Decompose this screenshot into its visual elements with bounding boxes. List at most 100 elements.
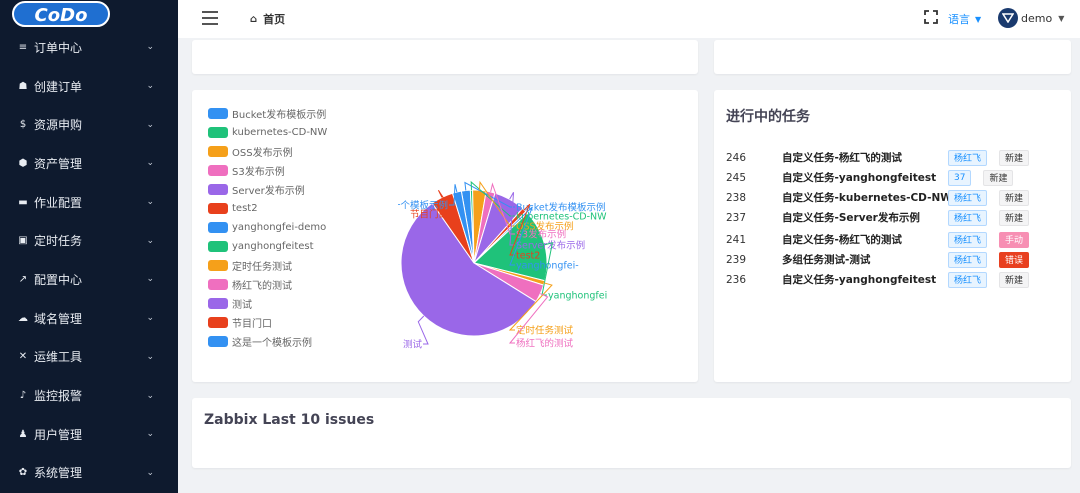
- bell-icon: ♪: [19, 390, 27, 402]
- cloud-icon: ☁: [18, 312, 28, 324]
- legend-item[interactable]: 节目门口: [208, 313, 327, 332]
- task-row[interactable]: 241 自定义任务-杨红飞的测试 杨红飞 手动: [726, 230, 1030, 249]
- pie-slice-label: 这是一个模板示例: [398, 200, 448, 212]
- legend-item[interactable]: 定时任务测试: [208, 256, 327, 275]
- task-status-badge: 新建: [999, 149, 1030, 166]
- legend-swatch: [208, 241, 228, 252]
- briefcase-icon: ▬: [18, 196, 28, 208]
- task-name[interactable]: 自定义任务-kubernetes-CD-NW: [782, 192, 948, 204]
- sidebar-item[interactable]: ☁ 域名管理 ⌄: [0, 299, 178, 338]
- legend-swatch: [208, 317, 228, 328]
- sidebar-item[interactable]: ↗ 配置中心 ⌄: [0, 260, 178, 299]
- box-icon: ⬢: [18, 157, 28, 169]
- chevron-down-icon: ⌄: [146, 119, 154, 130]
- task-name[interactable]: 自定义任务-Server发布示例: [782, 212, 920, 224]
- calendar-icon: ▣: [18, 235, 28, 247]
- pie-label-line: [449, 184, 458, 206]
- task-row[interactable]: 239 多组任务测试-测试 杨红飞 错误: [726, 250, 1030, 269]
- avatar: [998, 8, 1018, 28]
- codo-logo[interactable]: CoDo: [12, 0, 110, 28]
- legend-item[interactable]: Bucket发布模板示例: [208, 104, 327, 123]
- sidebar-item[interactable]: $ 资源申购 ⌄: [0, 105, 178, 144]
- legend-item[interactable]: yanghongfeitest: [208, 237, 327, 256]
- task-owner-tag: 杨红飞: [948, 231, 988, 248]
- legend-swatch: [208, 298, 228, 309]
- task-id: 236: [726, 273, 747, 286]
- sidebar-menu: ≡ 订单中心 ⌄ ☗ 创建订单 ⌄ $ 资源申购 ⌄ ⬢ 资产管理 ⌄ ▬ 作业配置 ⌄ ▣ 定时任务 ⌄ ↗ 配置中…: [0, 28, 178, 492]
- caret-down-icon: ▼: [1058, 13, 1065, 23]
- task-status-badge: 新建: [999, 209, 1030, 226]
- sidebar-item[interactable]: ✕ 运维工具 ⌄: [0, 338, 178, 377]
- chevron-down-icon: ⌄: [146, 390, 154, 401]
- gear-icon: ✿: [18, 467, 28, 479]
- task-id: 246: [726, 151, 747, 164]
- sidebar-item[interactable]: ☗ 创建订单 ⌄: [0, 67, 178, 106]
- pie-slice-label: 节目门口: [410, 209, 448, 221]
- legend-label: yanghongfei-demo: [232, 222, 327, 233]
- task-status-badge: 手动: [999, 231, 1030, 248]
- pie-label-line: [478, 180, 515, 227]
- sidebar-item[interactable]: ▬ 作业配置 ⌄: [0, 183, 178, 222]
- sidebar-item-label: 运维工具: [34, 350, 83, 365]
- sidebar-item[interactable]: ⬢ 资产管理 ⌄: [0, 144, 178, 183]
- legend-item[interactable]: yanghongfei-demo: [208, 218, 327, 237]
- task-status-badge: 新建: [999, 189, 1030, 206]
- legend-item[interactable]: 测试: [208, 294, 327, 313]
- task-name[interactable]: 自定义任务-杨红飞的测试: [782, 234, 902, 246]
- task-row[interactable]: 237 自定义任务-Server发布示例 杨红飞 新建: [726, 208, 1030, 227]
- legend-item[interactable]: test2: [208, 199, 327, 218]
- legend-swatch: [208, 165, 228, 176]
- zabbix-title: Zabbix Last 10 issues: [204, 412, 375, 428]
- fullscreen-icon[interactable]: [924, 9, 938, 24]
- legend-label: 节目门口: [232, 319, 272, 330]
- sidebar-item-label: 创建订单: [34, 79, 83, 94]
- task-id: 239: [726, 253, 747, 266]
- legend-swatch: [208, 127, 228, 138]
- pie-label-line: [509, 206, 533, 266]
- sidebar-item[interactable]: ▣ 定时任务 ⌄: [0, 221, 178, 260]
- task-row[interactable]: 236 自定义任务-yanghongfeitest 杨红飞 新建: [726, 270, 1030, 289]
- pie-slice-label: yanghongfei: [548, 291, 607, 302]
- breadcrumb-home[interactable]: 首页: [263, 13, 286, 26]
- task-name[interactable]: 自定义任务-杨红飞的测试: [782, 152, 902, 164]
- task-row[interactable]: 246 自定义任务-杨红飞的测试 杨红飞 新建: [726, 148, 1030, 167]
- chevron-down-icon: ⌄: [146, 274, 154, 285]
- cart-icon: ☗: [18, 80, 28, 92]
- chevron-down-icon: ⌄: [146, 197, 154, 208]
- task-name[interactable]: 自定义任务-yanghongfeitest: [782, 274, 937, 286]
- task-row[interactable]: 238 自定义任务-kubernetes-CD-NW 杨红飞 新建: [726, 188, 1030, 207]
- legend-item[interactable]: 杨红飞的测试: [208, 275, 327, 294]
- legend-label: OSS发布示例: [232, 148, 293, 159]
- pie-slice[interactable]: [400, 202, 537, 337]
- task-name[interactable]: 多组任务测试-测试: [782, 254, 871, 266]
- pie-slice-label: kubernetes-CD-NW: [516, 212, 607, 223]
- legend-item[interactable]: Server发布示例: [208, 180, 327, 199]
- language-label: 语言: [948, 13, 970, 26]
- legend-label: Bucket发布模板示例: [232, 110, 327, 121]
- sidebar-item[interactable]: ≡ 订单中心 ⌄: [0, 28, 178, 67]
- sidebar-item[interactable]: ♪ 监控报警 ⌄: [0, 376, 178, 415]
- legend-item[interactable]: S3发布示例: [208, 161, 327, 180]
- pie-slice-label: S3发布示例: [516, 229, 566, 241]
- sidebar-item[interactable]: ♟ 用户管理 ⌄: [0, 415, 178, 454]
- task-row[interactable]: 245 自定义任务-yanghongfeitest 37 新建: [726, 168, 1014, 187]
- pie-label-line: [509, 203, 531, 256]
- task-owner-tag: 杨红飞: [948, 209, 988, 226]
- users-icon: ♟: [18, 428, 28, 440]
- task-name[interactable]: 自定义任务-yanghongfeitest: [782, 172, 937, 184]
- sidebar-item[interactable]: ✿ 系统管理 ⌄: [0, 454, 178, 493]
- task-owner-tag: 杨红飞: [948, 271, 988, 288]
- hamburger-menu-icon[interactable]: [202, 11, 218, 25]
- legend-item[interactable]: 这是一个模板示例: [208, 332, 327, 351]
- legend-item[interactable]: OSS发布示例: [208, 142, 327, 161]
- pie-label-line: [417, 315, 429, 345]
- user-menu[interactable]: demo ▼: [998, 8, 1064, 28]
- legend-label: test2: [232, 203, 258, 214]
- chevron-down-icon: ⌄: [146, 429, 154, 440]
- language-dropdown[interactable]: 语言 ▼: [948, 11, 981, 27]
- ongoing-tasks-card: 进行中的任务 246 自定义任务-杨红飞的测试 杨红飞 新建 245 自定义任务-yang…: [714, 90, 1071, 382]
- sidebar: CoDo ≡ 订单中心 ⌄ ☗ 创建订单 ⌄ $ 资源申购 ⌄ ⬢ 资产管理 ⌄ ▬ 作业配置 ⌄ ▣ 定时任务…: [0, 0, 178, 493]
- legend-item[interactable]: kubernetes-CD-NW: [208, 123, 327, 142]
- pie-slice-label: 测试: [403, 339, 423, 351]
- chevron-down-icon: ⌄: [146, 313, 154, 324]
